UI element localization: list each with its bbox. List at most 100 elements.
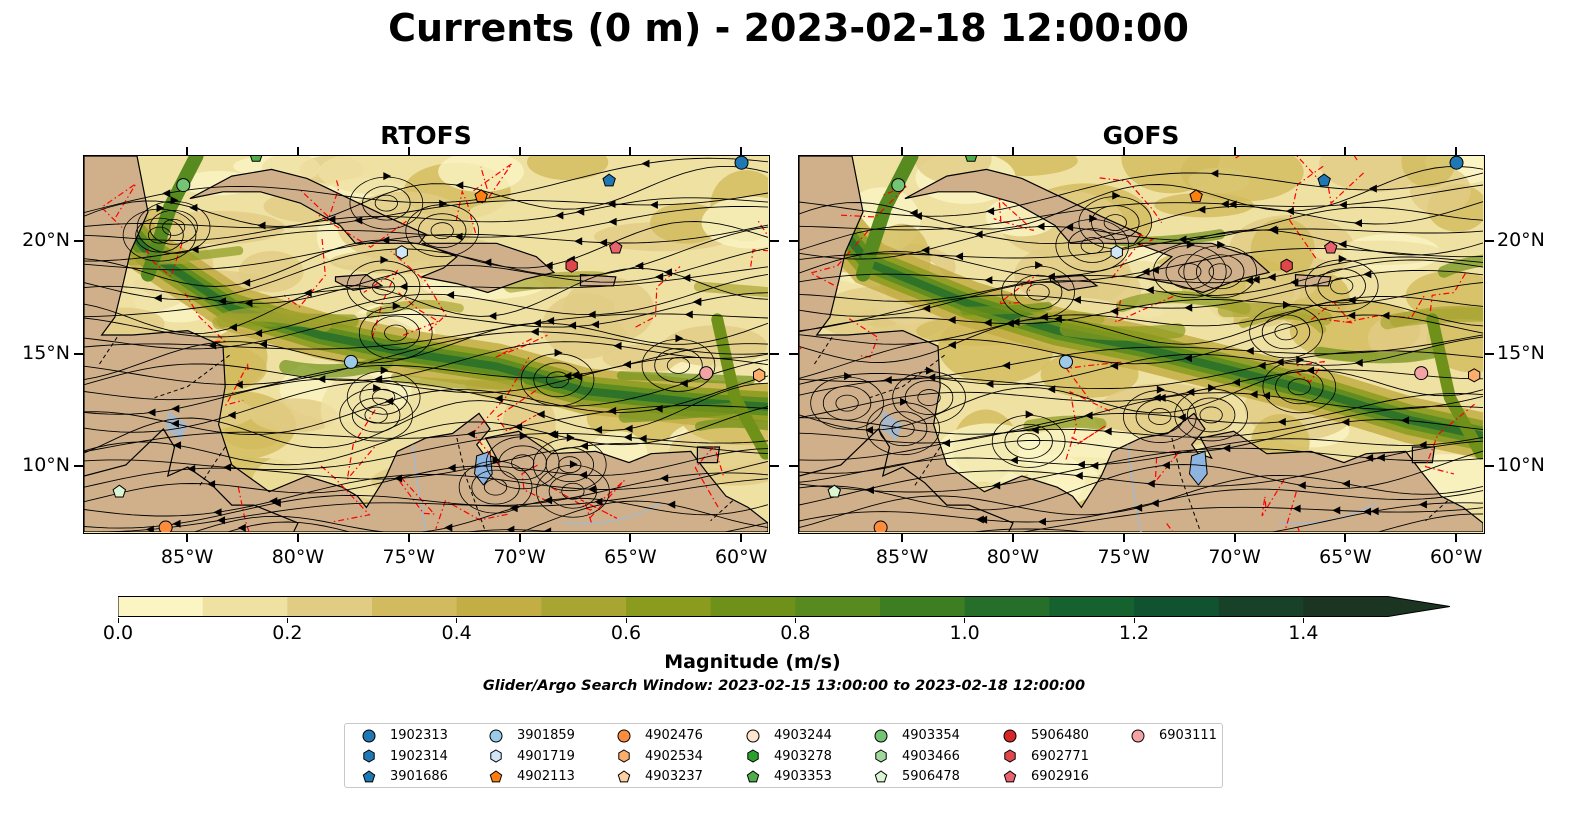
land-cuba [904, 168, 1142, 244]
legend-marker-4903237 [617, 769, 631, 782]
legend-marker-4902113 [489, 769, 503, 782]
legend-item-4903237: 4903237 [616, 767, 703, 786]
lon-tick [518, 534, 521, 542]
lat-tick-label: 20°N [22, 228, 70, 251]
lat-tick [789, 352, 798, 355]
float-marker-3901686 [602, 173, 616, 187]
legend-label: 3901859 [517, 728, 575, 743]
panel-title-rtofs: RTOFS [380, 121, 472, 150]
legend-marker-5906480 [1003, 729, 1017, 742]
search-window-caption: Glider/Argo Search Window: 2023-02-15 13… [482, 678, 1086, 694]
colorbar-segment [1134, 596, 1220, 617]
legend-label: 4903237 [645, 769, 703, 784]
lon-tick [407, 534, 410, 542]
colorbar-segment [541, 596, 627, 617]
legend-label: 6902771 [1031, 748, 1089, 764]
pentagon-marker-icon [1003, 769, 1017, 782]
legend-label: 1902314 [390, 748, 448, 764]
colorbar-tick [456, 618, 458, 623]
lon-tick-label: 65°W [1319, 546, 1372, 568]
lat-tick [789, 239, 798, 242]
colorbar-tick [1133, 618, 1135, 623]
land-cuenca [84, 428, 299, 532]
legend-label: 3901686 [390, 769, 448, 784]
float-marker-4902534 [1468, 368, 1481, 383]
legend-item-4901719: 4901719 [488, 747, 575, 766]
map-gofs[interactable] [798, 155, 1485, 534]
lon-tick [629, 147, 632, 155]
float-marker-4902113 [1189, 189, 1203, 202]
float-marker-5906478 [112, 484, 127, 498]
lon-tick-label: 85°W [160, 546, 214, 568]
colorbar-tick-label: 1.0 [949, 622, 980, 644]
legend-marker-4903353 [746, 769, 760, 782]
lon-tick-label: 65°W [604, 546, 657, 568]
float-marker-6903111 [699, 366, 714, 381]
lat-tick [74, 239, 83, 242]
legend-label: 4902113 [517, 769, 575, 784]
lon-tick-label: 75°W [1097, 546, 1150, 568]
legend-marker-4903278 [747, 749, 759, 763]
colorbar-tick-label: 0.8 [780, 622, 811, 644]
colorbar-tick-label: 1.4 [1288, 622, 1319, 644]
legend-label: 4903354 [902, 728, 960, 743]
legend-marker-1902314 [363, 749, 375, 763]
colorbar [117, 596, 1458, 622]
float-marker-6902916 [1324, 240, 1338, 254]
legend-item-4902534: 4902534 [616, 747, 703, 766]
float-marker-6903111 [1414, 366, 1429, 381]
lat-tick [789, 465, 798, 468]
lat-tick-label: 10°N [22, 454, 70, 477]
pentagon-marker-icon [617, 769, 631, 782]
legend-label: 1902313 [390, 728, 448, 743]
colorbar-tick-label: 1.2 [1118, 622, 1150, 644]
lat-tick [1485, 352, 1494, 355]
float-marker-4903354 [891, 178, 906, 193]
lon-tick-label: 70°W [1208, 546, 1261, 568]
colorbar-segment [964, 596, 1050, 617]
lat-tick [770, 352, 779, 355]
legend-marker-4901719 [490, 749, 502, 763]
legend-label: 4902534 [645, 748, 703, 764]
lat-tick [1485, 465, 1494, 468]
lat-tick [74, 465, 83, 468]
legend-marker-4902476 [617, 729, 631, 742]
colorbar-tick-label: 0.2 [272, 622, 303, 644]
float-marker-4901719 [395, 245, 408, 260]
legend-marker-4902534 [618, 749, 630, 763]
lon-tick [1455, 534, 1458, 542]
pentagon-marker-icon [746, 769, 760, 782]
legend-marker-6903111 [1131, 729, 1145, 742]
legend-marker-4903354 [874, 729, 888, 742]
float-marker-4902476 [158, 520, 173, 532]
legend-marker-4903466 [875, 749, 887, 763]
float-marker-1902313 [1449, 156, 1464, 170]
colorbar-segment [1218, 596, 1304, 617]
lat-tick [770, 239, 779, 242]
map-canvas-gofs [799, 156, 1483, 532]
legend-item-4903466: 4903466 [873, 747, 960, 766]
hexagon-marker-icon [1004, 749, 1016, 763]
legend-item-5906478: 5906478 [873, 767, 960, 786]
legend-item-5906480: 5906480 [1002, 726, 1089, 745]
colorbar-tick [117, 618, 119, 623]
map-rtofs[interactable] [83, 155, 770, 534]
colorbar-segment [710, 596, 796, 617]
colorbar-segment [287, 596, 373, 617]
hexagon-marker-icon [618, 749, 630, 763]
float-marker-6902916 [609, 240, 623, 254]
hexagon-marker-icon [747, 749, 759, 763]
lon-tick [407, 147, 410, 155]
lon-tick [1455, 147, 1458, 155]
lon-tick-label: 60°W [714, 546, 768, 568]
legend: 1902313 1902314 3901686 3901859 4901719 49021… [344, 723, 1223, 788]
colorbar-segment [202, 596, 288, 617]
float-marker-4903354 [176, 178, 191, 193]
legend-label: 4903353 [774, 769, 832, 784]
legend-item-6902916: 6902916 [1002, 767, 1089, 786]
legend-label: 5906478 [902, 769, 960, 784]
float-marker-3901859 [343, 354, 358, 369]
lon-tick [1233, 534, 1236, 542]
legend-marker-6902916 [1003, 769, 1017, 782]
lon-tick [1122, 534, 1125, 542]
